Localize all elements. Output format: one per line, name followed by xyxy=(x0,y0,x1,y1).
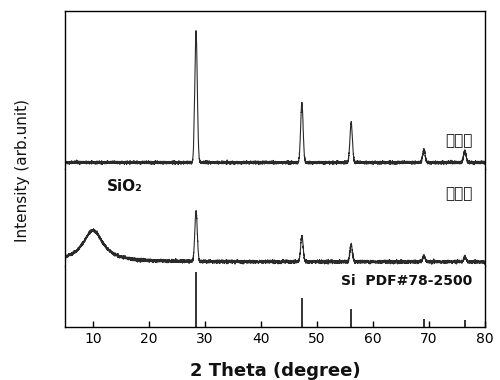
Text: Intensity (arb.unit): Intensity (arb.unit) xyxy=(15,100,30,242)
Text: 提純后: 提純后 xyxy=(445,133,472,148)
Text: 未提純: 未提純 xyxy=(445,186,472,201)
Text: Si  PDF#78-2500: Si PDF#78-2500 xyxy=(341,274,472,288)
Text: SiO₂: SiO₂ xyxy=(107,179,143,194)
Text: 2 Theta (degree): 2 Theta (degree) xyxy=(190,362,360,380)
